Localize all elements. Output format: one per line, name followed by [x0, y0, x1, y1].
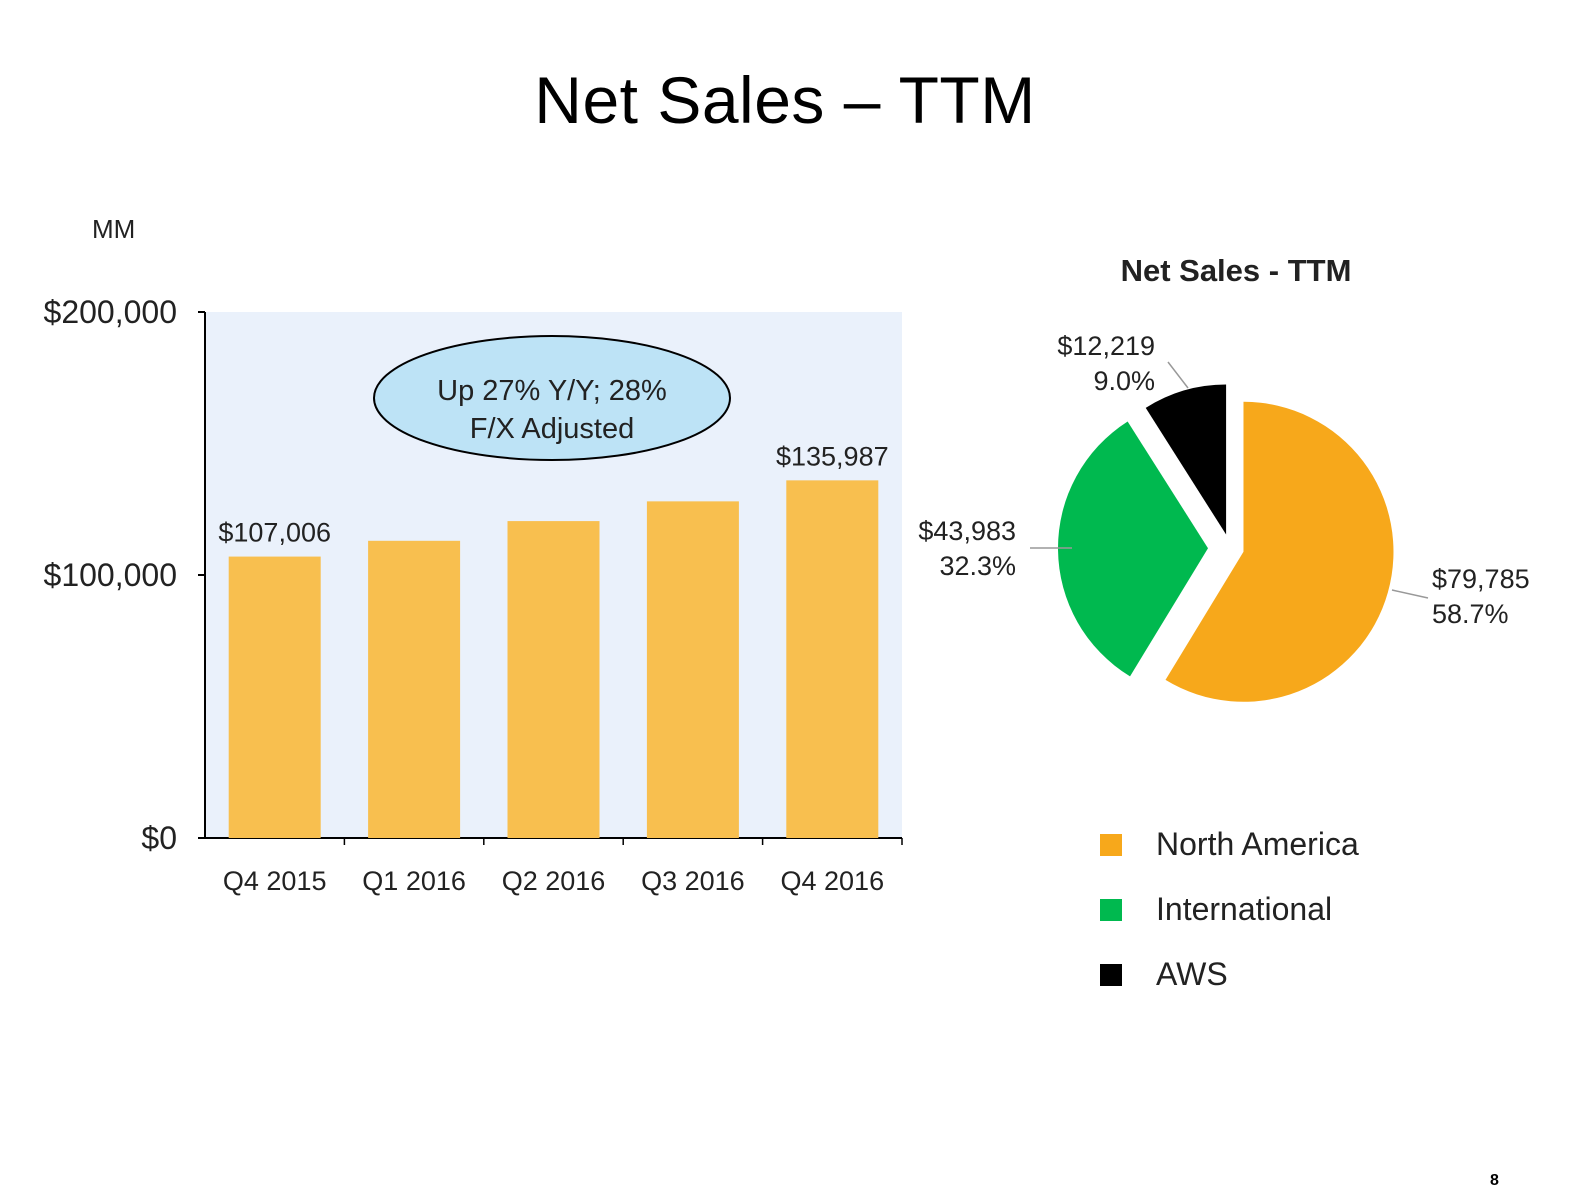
pie-title: Net Sales - TTM — [1121, 253, 1352, 288]
legend-label: North America — [1156, 826, 1359, 862]
y-tick-label: $200,000 — [44, 294, 177, 330]
legend-swatch-aws — [1100, 963, 1122, 986]
x-tick-label: Q2 2016 — [502, 866, 606, 896]
bar-data-label: $135,987 — [776, 441, 889, 471]
bar — [646, 501, 739, 838]
legend-swatch-north-america — [1100, 833, 1122, 856]
pie-chart: Net Sales - TTM $79,785 58.7% $43,983 32.3% $… — [918, 253, 1530, 702]
x-tick-label: Q4 2016 — [781, 866, 885, 896]
y-tick-label: $0 — [141, 820, 177, 856]
bar-chart: $0 $100,000 $200,000 Q4 2015 $107,006 Q1 2016… — [44, 294, 903, 896]
x-tick-label: Q1 2016 — [362, 866, 466, 896]
bar — [786, 480, 879, 838]
bar — [507, 521, 600, 838]
bar — [368, 540, 461, 838]
pie-leader-line — [1167, 361, 1189, 389]
pie-percent-label: 32.3% — [939, 551, 1016, 581]
pie-slice — [1145, 384, 1227, 535]
unit-label: MM — [92, 214, 136, 244]
pie-value-label: $79,785 — [1432, 564, 1530, 594]
x-tick-label: Q4 2015 — [223, 866, 327, 896]
annotation-ellipse — [373, 335, 731, 461]
legend-item-international: International — [1100, 877, 1359, 942]
pie-value-label: $43,983 — [918, 516, 1016, 546]
pie-slice — [1058, 421, 1209, 677]
legend-item-north-america: North America — [1100, 812, 1359, 877]
bar-data-label: $107,006 — [218, 518, 331, 548]
legend-label: AWS — [1156, 956, 1228, 992]
annotation-text-line2: F/X Adjusted — [470, 413, 634, 445]
pie-value-label: $12,219 — [1057, 331, 1155, 361]
legend-swatch-international — [1100, 898, 1122, 921]
pie-legend: North America International AWS — [1100, 812, 1359, 1007]
page-number: 8 — [1490, 1172, 1499, 1189]
y-tick-label: $100,000 — [44, 557, 177, 593]
legend-item-aws: AWS — [1100, 942, 1359, 1007]
pie-leader-line — [1391, 589, 1429, 599]
bar — [228, 556, 321, 838]
annotation-text-line1: Up 27% Y/Y; 28% — [437, 375, 667, 407]
pie-percent-label: 58.7% — [1432, 599, 1509, 629]
x-tick-label: Q3 2016 — [641, 866, 745, 896]
slide-title: Net Sales – TTM — [534, 63, 1036, 137]
legend-label: International — [1156, 891, 1333, 927]
pie-slice — [1165, 401, 1394, 702]
pie-percent-label: 9.0% — [1093, 366, 1155, 396]
